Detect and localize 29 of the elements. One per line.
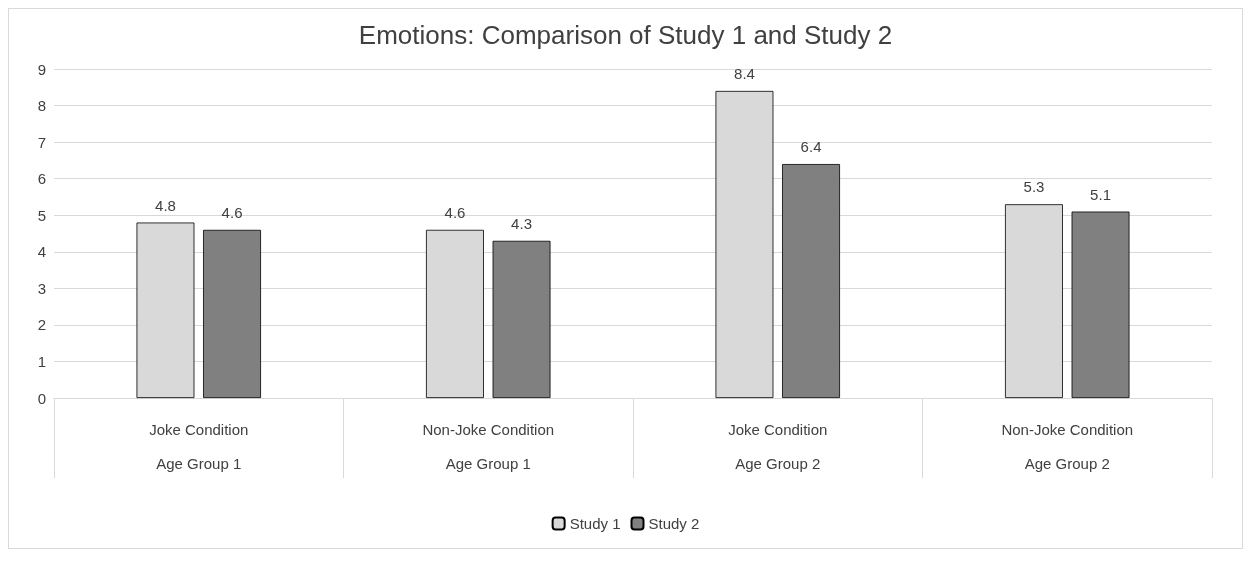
y-tick-label: 1 <box>37 352 46 370</box>
data-label: 5.1 <box>1090 185 1111 203</box>
bar <box>203 229 261 398</box>
x-tick-label: Joke Condition Age Group 2 <box>728 420 828 472</box>
bar <box>782 164 840 398</box>
x-tick-label: Non-Joke Condition Age Group 2 <box>1001 420 1134 472</box>
chart-title: Emotions: Comparison of Study 1 and Study 2 <box>358 20 893 50</box>
legend-label: Study 1 <box>569 515 621 532</box>
y-tick-label: 7 <box>37 133 46 151</box>
y-tick-label: 2 <box>37 316 46 334</box>
data-label: 8.4 <box>734 64 755 82</box>
y-tick-label: 9 <box>37 60 46 78</box>
y-tick-label: 8 <box>37 97 46 115</box>
data-label: 4.3 <box>511 214 532 232</box>
y-tick-label: 5 <box>37 206 46 224</box>
data-label: 6.4 <box>800 138 822 156</box>
bar <box>1071 211 1130 398</box>
y-tick-label: 6 <box>37 170 46 188</box>
bar <box>492 240 551 398</box>
data-label: 4.6 <box>444 203 466 221</box>
data-label: 4.8 <box>155 196 176 214</box>
legend-label: Study 2 <box>648 515 700 532</box>
data-label: 4.6 <box>221 203 243 221</box>
data-label: 5.3 <box>1023 178 1045 196</box>
x-tick-label: Joke Condition Age Group 1 <box>149 420 249 472</box>
x-tick-label: Non-Joke Condition Age Group 1 <box>422 420 555 472</box>
y-tick-label: 0 <box>37 389 46 407</box>
y-tick-label: 4 <box>37 243 46 261</box>
y-tick-label: 3 <box>37 279 46 297</box>
